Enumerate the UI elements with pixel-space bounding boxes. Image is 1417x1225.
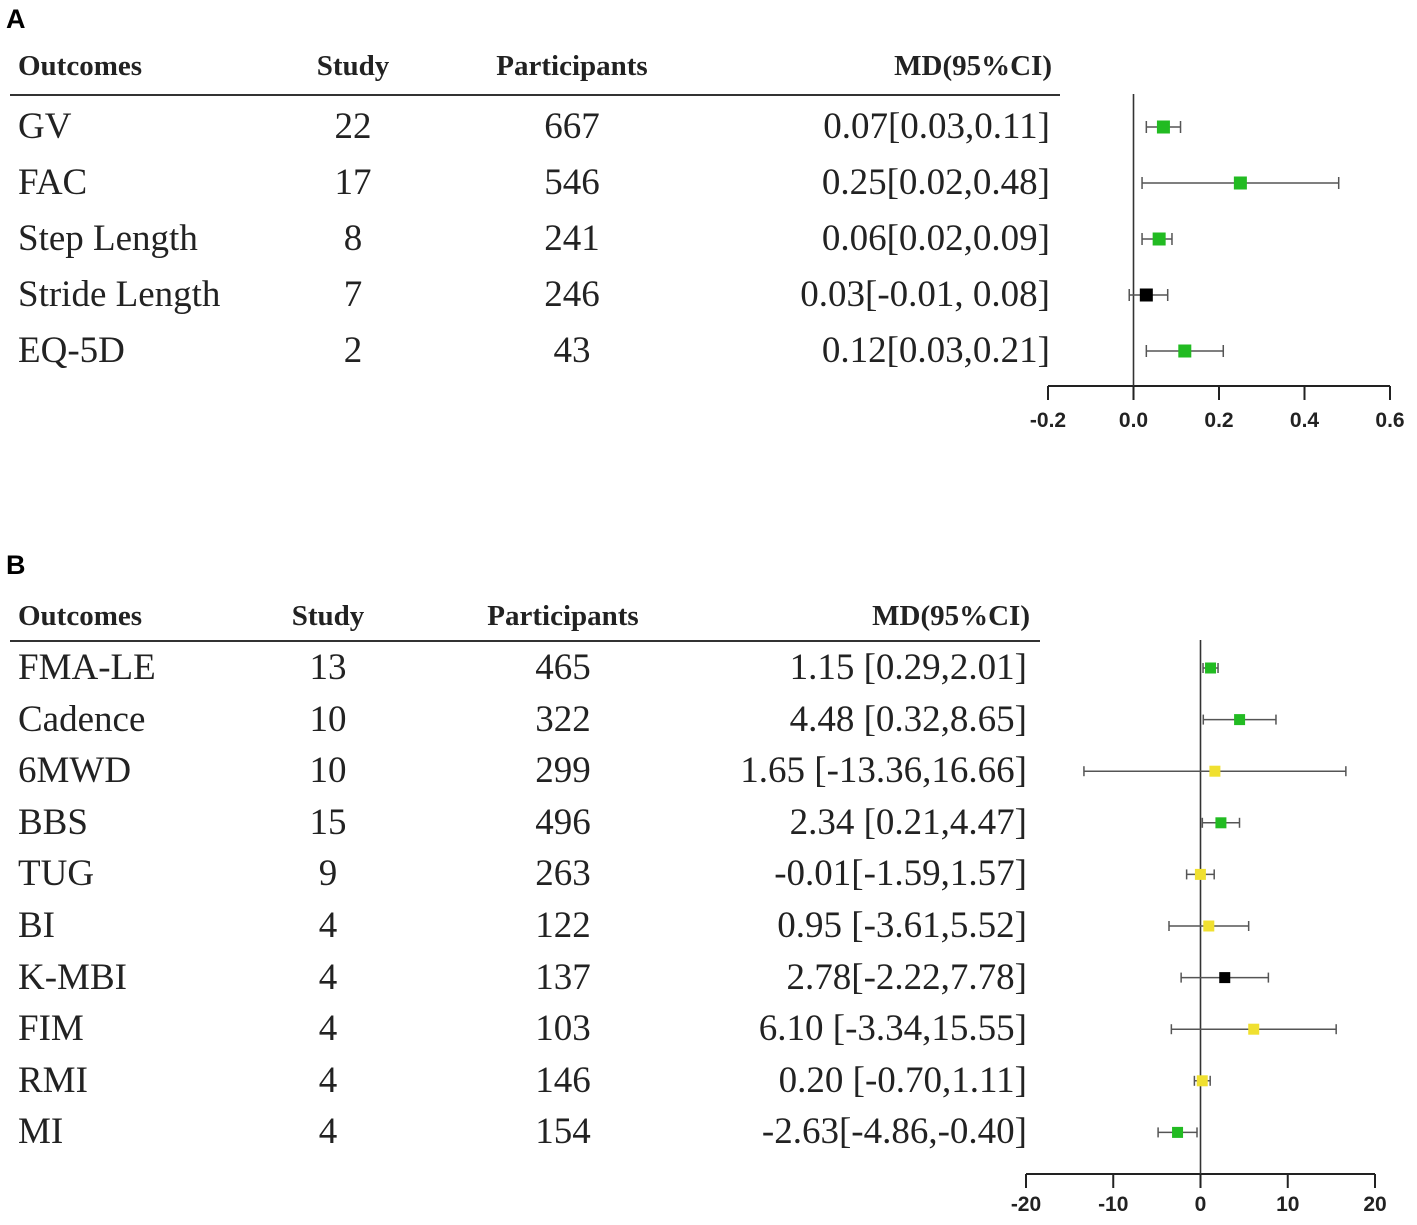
row-participants: 103 bbox=[535, 1008, 591, 1050]
row-study: 8 bbox=[343, 218, 363, 259]
x-tick-label: 0.6 bbox=[1375, 409, 1404, 432]
point-estimate bbox=[1194, 868, 1206, 880]
row-study: 9 bbox=[318, 853, 338, 895]
header-participants: Participants bbox=[496, 50, 648, 82]
point-estimate bbox=[1203, 920, 1215, 932]
row-outcome: TUG bbox=[18, 853, 95, 895]
panel-a-letter: A bbox=[6, 4, 26, 34]
row-md-ci: 0.95 [-3.61,5.52] bbox=[777, 905, 1027, 946]
row-outcome: K-MBI bbox=[18, 956, 127, 998]
row-study: 4 bbox=[318, 956, 338, 998]
row-outcome: BI bbox=[18, 905, 55, 946]
point-estimate bbox=[1234, 714, 1246, 726]
row-participants: 241 bbox=[544, 218, 600, 259]
point-estimate bbox=[1215, 817, 1227, 829]
row-participants: 137 bbox=[535, 956, 591, 998]
row-outcome: Stride Length bbox=[18, 274, 221, 315]
panel-b-letter: B bbox=[6, 550, 26, 580]
row-md-ci: 0.03[-0.01, 0.08] bbox=[800, 274, 1050, 315]
row-study: 7 bbox=[343, 274, 363, 315]
row-study: 4 bbox=[318, 1111, 338, 1153]
row-study: 22 bbox=[334, 106, 372, 147]
row-study: 4 bbox=[318, 1008, 338, 1050]
row-participants: 122 bbox=[535, 905, 591, 946]
row-study: 10 bbox=[309, 698, 347, 740]
row-outcome: FMA-LE bbox=[18, 647, 156, 688]
header-outcomes: Outcomes bbox=[18, 600, 143, 632]
row-participants: 263 bbox=[535, 853, 591, 895]
row-study: 2 bbox=[343, 330, 363, 371]
row-study: 13 bbox=[309, 647, 347, 688]
header-participants: Participants bbox=[487, 600, 639, 632]
row-outcome: Step Length bbox=[18, 218, 198, 259]
row-outcome: Cadence bbox=[18, 698, 146, 740]
row-md-ci: -2.63[-4.86,-0.40] bbox=[761, 1111, 1027, 1153]
row-participants: 667 bbox=[544, 106, 600, 147]
point-estimate bbox=[1233, 176, 1247, 190]
row-md-ci: 2.78[-2.22,7.78] bbox=[786, 956, 1027, 998]
row-md-ci: 6.10 [-3.34,15.55] bbox=[758, 1008, 1027, 1050]
row-md-ci: 4.48 [0.32,8.65] bbox=[789, 698, 1027, 740]
header-rule bbox=[10, 94, 1060, 96]
row-study: 15 bbox=[309, 801, 347, 843]
point-estimate bbox=[1248, 1023, 1260, 1035]
header-study: Study bbox=[316, 50, 390, 82]
point-estimate bbox=[1178, 344, 1192, 358]
row-outcome: FAC bbox=[18, 162, 88, 203]
row-participants: 154 bbox=[535, 1111, 591, 1153]
x-tick-label: -0.2 bbox=[1030, 409, 1066, 432]
row-participants: 43 bbox=[553, 330, 591, 371]
row-participants: 546 bbox=[544, 162, 600, 203]
row-participants: 496 bbox=[535, 801, 591, 843]
row-md-ci: 0.07[0.03,0.11] bbox=[823, 106, 1050, 147]
header-md-ci: MD(95%CI) bbox=[894, 50, 1052, 82]
row-study: 17 bbox=[334, 162, 372, 203]
row-md-ci: 1.15 [0.29,2.01] bbox=[789, 647, 1027, 688]
row-md-ci: 1.65 [-13.36,16.66] bbox=[740, 750, 1027, 792]
row-md-ci: 0.12[0.03,0.21] bbox=[821, 330, 1050, 371]
row-outcome: 6MWD bbox=[18, 750, 132, 792]
x-tick-label: -10 bbox=[1098, 1193, 1128, 1216]
row-participants: 246 bbox=[544, 274, 600, 315]
point-estimate bbox=[1139, 288, 1153, 302]
x-tick-label: 10 bbox=[1276, 1193, 1299, 1216]
header-study: Study bbox=[291, 600, 365, 632]
row-md-ci: 2.34 [0.21,4.47] bbox=[789, 801, 1027, 843]
header-outcomes: Outcomes bbox=[18, 50, 143, 82]
header-md-ci: MD(95%CI) bbox=[872, 600, 1030, 632]
point-estimate bbox=[1172, 1126, 1184, 1138]
row-outcome: EQ-5D bbox=[18, 330, 125, 371]
row-md-ci: 0.25[0.02,0.48] bbox=[821, 162, 1050, 203]
x-tick-label: 0.4 bbox=[1290, 409, 1320, 432]
row-outcome: BBS bbox=[18, 801, 88, 843]
point-estimate bbox=[1205, 662, 1217, 674]
point-estimate bbox=[1219, 972, 1231, 984]
point-estimate bbox=[1152, 232, 1166, 246]
point-estimate bbox=[1196, 1075, 1208, 1087]
point-estimate bbox=[1156, 120, 1170, 134]
row-outcome: MI bbox=[18, 1111, 64, 1153]
row-study: 4 bbox=[318, 905, 338, 946]
row-md-ci: 0.06[0.02,0.09] bbox=[821, 218, 1050, 259]
row-participants: 322 bbox=[535, 698, 591, 740]
row-study: 4 bbox=[318, 1059, 338, 1101]
x-tick-label: 20 bbox=[1363, 1193, 1386, 1216]
point-estimate bbox=[1209, 765, 1221, 777]
row-md-ci: 0.20 [-0.70,1.11] bbox=[778, 1059, 1027, 1101]
row-participants: 299 bbox=[535, 750, 591, 792]
row-participants: 146 bbox=[535, 1059, 591, 1101]
x-tick-label: 0.2 bbox=[1204, 409, 1233, 432]
row-md-ci: -0.01[-1.59,1.57] bbox=[774, 853, 1027, 895]
row-outcome: FIM bbox=[18, 1008, 84, 1050]
row-outcome: GV bbox=[18, 106, 72, 147]
row-outcome: RMI bbox=[18, 1059, 88, 1101]
x-tick-label: 0.0 bbox=[1119, 409, 1148, 432]
row-study: 10 bbox=[309, 750, 347, 792]
x-tick-label: -20 bbox=[1011, 1193, 1041, 1216]
x-tick-label: 0 bbox=[1195, 1193, 1207, 1216]
row-participants: 465 bbox=[535, 647, 591, 688]
header-rule bbox=[10, 640, 1040, 642]
